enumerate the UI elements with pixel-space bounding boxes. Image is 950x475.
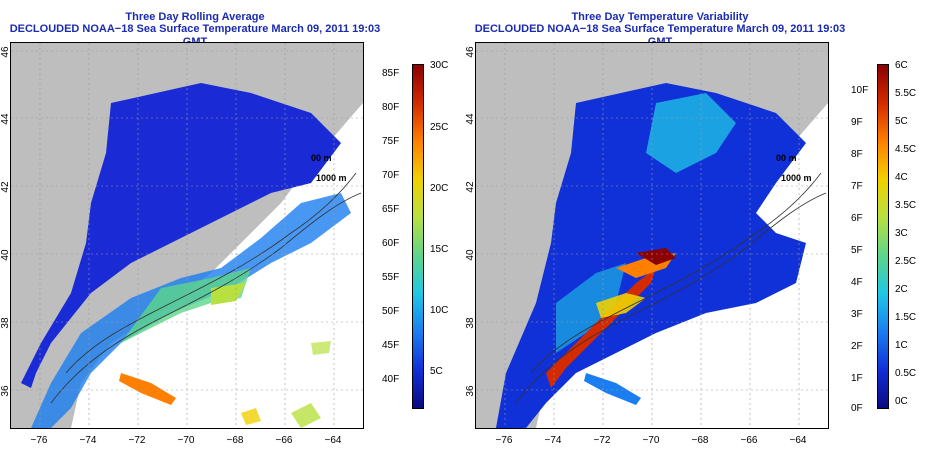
- colorbar-label-f: 60F: [382, 238, 400, 249]
- contour-label: 1000 m: [316, 173, 347, 183]
- contour-label: 1000 m: [781, 173, 812, 183]
- colorbar-label-f: 40F: [382, 374, 400, 385]
- colorbar-label-c: 5C: [430, 366, 443, 377]
- colorbar-label-c: 20C: [430, 183, 449, 194]
- colorbar-label-f: 1F: [851, 373, 863, 384]
- colorbar-label-c: 5.5C: [895, 88, 917, 99]
- colorbar-label-c: 5C: [895, 116, 908, 127]
- colorbar-label-c: 2.5C: [895, 256, 917, 267]
- colorbar-label-f: 10F: [851, 85, 869, 96]
- lat-tick: 42: [0, 181, 11, 193]
- lon-tick: −66: [740, 435, 758, 446]
- colorbar-label-c: 30C: [430, 60, 449, 71]
- lon-tick: −74: [544, 435, 562, 446]
- lon-tick: −68: [691, 435, 709, 446]
- panel-title: Three Day Temperature Variability: [571, 11, 749, 23]
- lon-tick: −64: [789, 435, 807, 446]
- colorbar-label-f: 85F: [382, 68, 400, 79]
- contour-label: 00 m: [776, 153, 797, 163]
- sst-map-graphic: [11, 43, 363, 428]
- lat-tick: 38: [0, 317, 11, 329]
- colorbar-label-c: 6C: [895, 60, 908, 71]
- colorbar: [412, 64, 424, 409]
- colorbar-label-c: 3.5C: [895, 200, 917, 211]
- colorbar-label-f: 2F: [851, 341, 863, 352]
- lon-tick: −70: [642, 435, 660, 446]
- colorbar-label-c: 4.5C: [895, 144, 917, 155]
- colorbar-label-c: 15C: [430, 244, 449, 255]
- variability-map: 00 m 1000 m: [475, 42, 829, 429]
- lat-tick: 46: [465, 46, 476, 58]
- lon-tick: −64: [324, 435, 342, 446]
- colorbar: [877, 64, 889, 409]
- colorbar-label-c: 1.5C: [895, 312, 917, 323]
- lat-tick: 44: [0, 113, 11, 125]
- colorbar-label-f: 50F: [382, 306, 400, 317]
- lon-tick: −76: [30, 435, 48, 446]
- lon-tick: −70: [177, 435, 195, 446]
- lat-tick: 40: [465, 249, 476, 261]
- lat-tick: 40: [0, 249, 11, 261]
- lon-tick: −66: [275, 435, 293, 446]
- colorbar-label-f: 70F: [382, 170, 400, 181]
- lon-tick: −68: [226, 435, 244, 446]
- variability-map-graphic: [476, 43, 828, 428]
- colorbar-label-c: 10C: [430, 305, 449, 316]
- colorbar-label-f: 55F: [382, 272, 400, 283]
- colorbar-label-f: 5F: [851, 245, 863, 256]
- lon-tick: −76: [495, 435, 513, 446]
- lon-tick: −72: [593, 435, 611, 446]
- colorbar-label-c: 0.5C: [895, 368, 917, 379]
- lat-tick: 46: [0, 46, 11, 58]
- colorbar-label-c: 0C: [895, 396, 908, 407]
- colorbar-label-f: 75F: [382, 136, 400, 147]
- colorbar-label-f: 9F: [851, 117, 863, 128]
- colorbar-label-c: 2C: [895, 284, 908, 295]
- colorbar-label-f: 3F: [851, 309, 863, 320]
- colorbar-label-f: 4F: [851, 277, 863, 288]
- lat-tick: 42: [465, 181, 476, 193]
- lat-tick: 44: [465, 113, 476, 125]
- colorbar-label-f: 65F: [382, 204, 400, 215]
- contour-label: 00 m: [311, 153, 332, 163]
- lat-tick: 38: [465, 317, 476, 329]
- lon-tick: −74: [79, 435, 97, 446]
- lat-tick: 36: [465, 385, 476, 397]
- colorbar-label-f: 0F: [851, 403, 863, 414]
- colorbar-label-f: 45F: [382, 340, 400, 351]
- colorbar-label-c: 3C: [895, 228, 908, 239]
- colorbar-label-f: 8F: [851, 149, 863, 160]
- sst-map: 00 m 1000 m: [10, 42, 364, 429]
- colorbar-label-f: 7F: [851, 181, 863, 192]
- lon-tick: −72: [128, 435, 146, 446]
- panel-rolling-average: Three Day Rolling Average DECLOUDED NOAA…: [0, 11, 449, 446]
- panel-temperature-variability: Three Day Temperature Variability DECLOU…: [465, 0, 940, 475]
- panel-title: Three Day Rolling Average: [125, 11, 265, 23]
- colorbar-label-c: 4C: [895, 172, 908, 183]
- lat-tick: 36: [0, 385, 11, 397]
- colorbar-label-f: 6F: [851, 213, 863, 224]
- colorbar-label-c: 25C: [430, 122, 449, 133]
- colorbar-label-c: 1C: [895, 340, 908, 351]
- colorbar-label-f: 80F: [382, 102, 400, 113]
